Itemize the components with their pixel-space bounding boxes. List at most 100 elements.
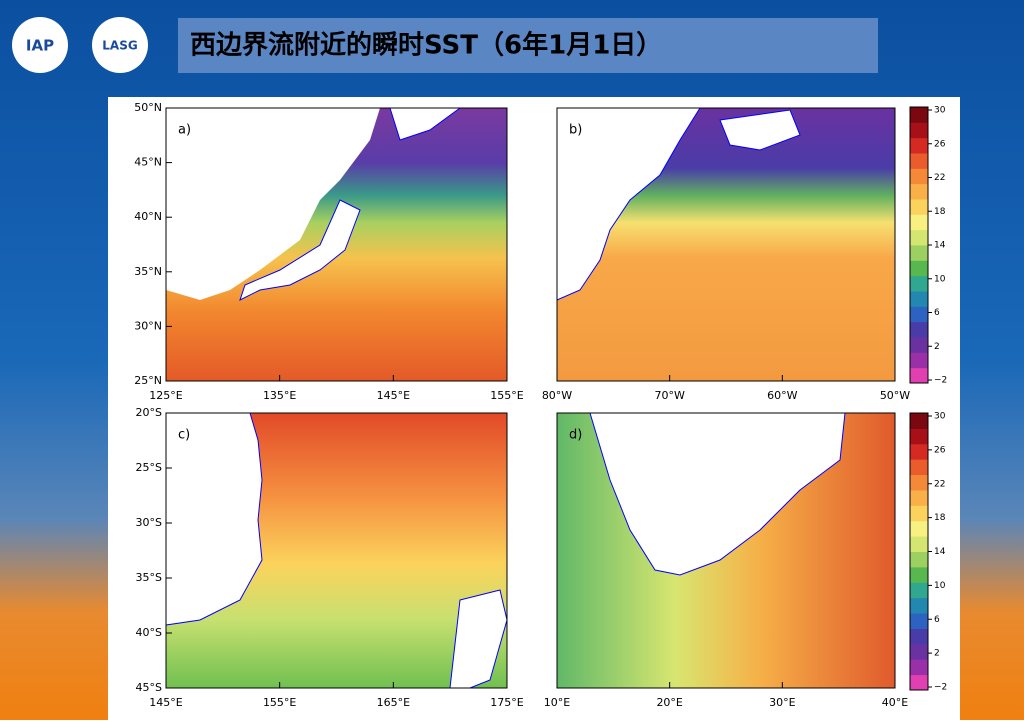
y-tick-label: 40°N: [134, 210, 162, 223]
colorbar-swatch: [910, 520, 928, 537]
colorbar-swatch: [910, 597, 928, 614]
colorbar-label: 18: [934, 207, 946, 217]
y-tick-label: 30°N: [134, 319, 162, 332]
logo: [92, 17, 148, 73]
colorbar-swatch: [910, 613, 928, 629]
x-tick-label: 10°E: [544, 696, 570, 709]
colorbar-swatch: [910, 199, 928, 215]
y-tick-label: 25°S: [136, 461, 162, 474]
y-tick-label: 35°N: [134, 265, 162, 278]
colorbar-swatch: [910, 245, 928, 261]
colorbar-label: 10: [934, 274, 946, 284]
colorbar-swatch: [910, 168, 928, 185]
colorbar-swatch: [910, 306, 928, 323]
y-tick-label: 50°N: [134, 101, 162, 114]
colorbar-swatch: [910, 489, 928, 506]
y-tick-label: 45°S: [136, 681, 162, 694]
x-tick-label: 175°E: [490, 696, 523, 709]
colorbar-swatch: [910, 674, 928, 691]
colorbar-label: 2: [934, 342, 940, 352]
slide-title: 西边界流附近的瞬时SST（6年1月1日）: [190, 30, 662, 61]
map-c: [165, 412, 508, 689]
colorbar-label: 6: [934, 308, 940, 318]
title-box: [178, 18, 878, 73]
x-tick-label: 60°W: [767, 389, 797, 402]
plot-frame: [165, 412, 508, 689]
colorbar-label: 2: [934, 649, 940, 659]
colorbar-label: 30: [934, 412, 946, 422]
colorbar-label: 22: [934, 173, 945, 183]
x-tick-label: 165°E: [377, 696, 410, 709]
plot-frame: [165, 107, 508, 382]
plot-frame: [556, 107, 896, 382]
colorbar-label: 10: [934, 581, 946, 591]
colorbar-label: 26: [934, 139, 946, 149]
colorbar-label: 22: [934, 479, 945, 489]
colorbar-swatch: [910, 183, 928, 200]
panel-label: d): [569, 428, 582, 443]
colorbar-swatch: [910, 505, 928, 522]
map-a: [166, 107, 507, 381]
colorbar-swatch: [910, 137, 928, 154]
y-tick-label: 20°S: [136, 406, 162, 419]
colorbar-swatch: [910, 107, 928, 123]
y-tick-label: 45°N: [134, 156, 162, 169]
y-tick-label: 35°S: [136, 571, 162, 584]
colorbar-label: 14: [934, 241, 946, 251]
x-tick-label: 155°E: [490, 389, 523, 402]
colorbar-swatch: [910, 260, 928, 277]
x-tick-label: 80°W: [542, 389, 572, 402]
colorbar-label: 18: [934, 513, 946, 523]
x-tick-label: 135°E: [263, 389, 296, 402]
x-tick-label: 155°E: [263, 696, 296, 709]
colorbar-swatch: [910, 566, 928, 583]
colorbar-label: 6: [934, 615, 940, 625]
colorbar-swatch: [910, 337, 928, 353]
colorbar-swatch: [910, 659, 928, 676]
panel-label: b): [569, 123, 582, 138]
colorbar-swatch: [910, 275, 928, 292]
colorbar-swatch: [910, 536, 928, 552]
colorbar-label: 30: [934, 106, 946, 116]
colorbar-swatch: [910, 291, 928, 307]
plot-frame: [556, 412, 896, 689]
colorbar-label: 14: [934, 547, 946, 557]
chart-layer: a) 125°E 135°E 145°E 155°E 50°N 45°N 40°N 35°N 30…: [134, 101, 947, 709]
panel-label: a): [178, 123, 191, 138]
colorbar-swatch: [910, 229, 928, 246]
y-tick-label: 30°S: [136, 516, 162, 529]
colorbar-swatch: [910, 643, 928, 660]
colorbar-swatch: [910, 122, 928, 139]
x-tick-label: 145°E: [377, 389, 410, 402]
colorbar-swatch: [910, 459, 928, 476]
map-b: [556, 107, 895, 381]
x-tick-label: 70°W: [654, 389, 684, 402]
colorbar-label: −2: [934, 683, 947, 693]
colorbar-swatch: [910, 214, 928, 231]
x-tick-label: 40°E: [882, 696, 908, 709]
x-tick-label: 50°W: [880, 389, 910, 402]
colorbar-swatch: [910, 352, 928, 369]
colorbar-swatch: [910, 443, 928, 460]
panel-label: c): [178, 428, 190, 443]
colorbar-swatch: [910, 428, 928, 445]
colorbar-swatch: [910, 474, 928, 491]
colorbar-swatch: [910, 551, 928, 568]
x-tick-label: 20°E: [656, 696, 682, 709]
x-tick-label: 125°E: [149, 389, 182, 402]
colorbar-swatch: [910, 153, 928, 169]
map-d: [557, 412, 895, 688]
y-tick-label: 25°N: [134, 374, 162, 387]
y-tick-label: 40°S: [136, 626, 162, 639]
colorbar-label: 26: [934, 445, 946, 455]
colorbar-label: −2: [934, 376, 947, 386]
colorbar-swatch: [910, 321, 928, 338]
colorbar-swatch: [910, 628, 928, 645]
x-tick-label: 145°E: [149, 696, 182, 709]
x-tick-label: 30°E: [769, 696, 795, 709]
logo: [12, 17, 68, 73]
colorbar-swatch: [910, 413, 928, 429]
colorbar-swatch: [910, 582, 928, 599]
